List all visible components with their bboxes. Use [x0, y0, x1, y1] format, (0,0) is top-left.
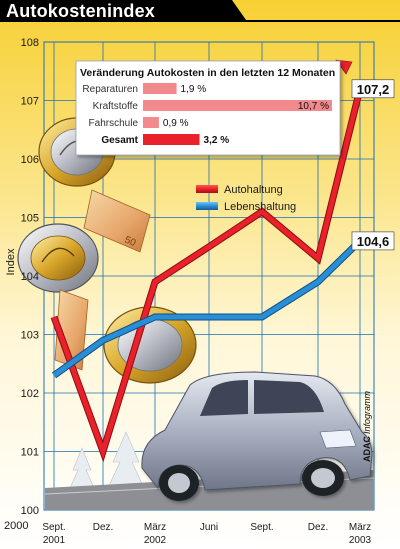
car-window: [200, 380, 248, 416]
y-axis-extra-label: 2000: [4, 520, 28, 532]
euro-coin-icon: [17, 223, 99, 293]
x-tick-label: Dez.: [308, 522, 329, 533]
credit-text: Infogramm: [362, 390, 372, 434]
y-tick-label: 106: [21, 154, 39, 166]
x-tick-label: Dez.: [93, 522, 114, 533]
y-tick-label: 108: [21, 37, 39, 49]
legend-swatch-lebenshaltung: [196, 202, 218, 210]
x-tick-label-year: 2003: [349, 535, 372, 546]
car-headlight: [319, 429, 357, 449]
end-value-labels: 107,2 104,6: [351, 79, 395, 251]
y-tick-label: 104: [21, 271, 39, 283]
inset-category-label: Gesamt: [101, 135, 138, 146]
credit: ADAC Infogramm: [362, 390, 372, 462]
y-axis-ticks: 100 101 102 103 104 105 106 107 108: [21, 37, 39, 517]
y-tick-label: 105: [21, 213, 39, 225]
inset-category-label: Kraftstoffe: [93, 101, 139, 112]
end-value-label: 107,2: [357, 82, 390, 97]
credit-brand: ADAC: [362, 436, 372, 462]
inset-value-label: 1,9 %: [181, 84, 207, 95]
end-value-label: 104,6: [357, 234, 390, 249]
inset-category-label: Fahrschule: [89, 118, 139, 129]
inset-value-label: 0,9 %: [163, 118, 189, 129]
car-window: [254, 380, 324, 414]
legend-label-autohaltung: Autohaltung: [224, 184, 283, 196]
end-label-box: [351, 79, 395, 99]
x-tick-label: Sept.: [250, 522, 273, 533]
svg-text:50: 50: [123, 235, 138, 250]
x-tick-label: Juni: [200, 522, 218, 533]
inset-bar: [143, 117, 159, 128]
page-title: Autokostenindex: [6, 1, 156, 21]
car-illustration: [141, 371, 373, 501]
end-label-box: [351, 231, 395, 251]
x-tick-label: März: [349, 522, 371, 533]
title-band-overlay: Autokostenindex: [0, 0, 400, 22]
x-tick-label: Sept.: [42, 522, 65, 533]
inset-value-label: 3,2 %: [204, 135, 230, 146]
series-lines: [50, 59, 364, 463]
x-tick-label-year: 2001: [43, 535, 66, 546]
x-tick-label-year: 2002: [144, 535, 167, 546]
legend-label-lebenshaltung: Lebenshaltung: [224, 201, 296, 213]
inset-value-label: 10,7 %: [298, 101, 329, 112]
legend: Autohaltung Lebenshaltung: [196, 184, 296, 213]
inset-bar: [143, 83, 177, 94]
y-tick-label: 101: [21, 447, 39, 459]
y-tick-label: 100: [21, 505, 39, 517]
y-axis-label: Index: [5, 248, 17, 275]
inset-bars: Reparaturen 1,9 % Kraftstoffe 10,7 % Fahrsch…: [82, 83, 332, 146]
inset-title: Veränderung Autokosten in den letzten 12…: [80, 67, 335, 79]
y-tick-label: 103: [21, 330, 39, 342]
y-tick-label: 107: [21, 96, 39, 108]
legend-swatch-autohaltung: [196, 185, 218, 193]
y-tick-label: 102: [21, 388, 39, 400]
banknote-icon: 50: [83, 189, 151, 253]
car-wheel-rim: [168, 473, 190, 493]
inset-bar: [143, 100, 332, 111]
x-axis-ticks: Sept. 2001 Dez. März 2002 Juni Sept. Dez. März 20…: [42, 522, 371, 546]
inset-bar: [143, 134, 200, 145]
title-band: [0, 0, 400, 22]
inset-category-label: Reparaturen: [82, 84, 138, 95]
car-wheel-rim: [311, 468, 335, 488]
x-tick-label: März: [144, 522, 166, 533]
